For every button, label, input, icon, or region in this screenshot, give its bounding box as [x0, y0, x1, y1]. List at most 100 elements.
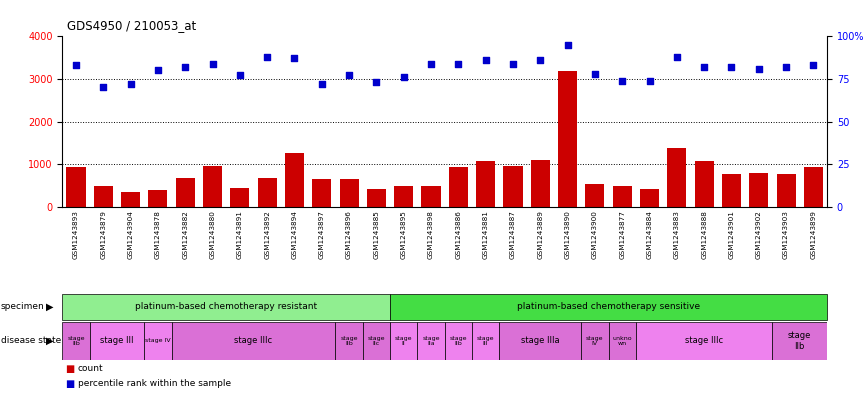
- Bar: [121, 192, 140, 207]
- Text: GSM1243891: GSM1243891: [237, 209, 242, 259]
- Text: count: count: [78, 364, 104, 373]
- Text: GSM1243884: GSM1243884: [647, 209, 652, 259]
- Bar: [335, 322, 363, 360]
- Text: ▶: ▶: [46, 336, 54, 346]
- Point: [370, 79, 384, 85]
- Text: stage
IV: stage IV: [586, 336, 604, 346]
- Point: [261, 53, 275, 60]
- Bar: [640, 189, 659, 207]
- Point: [178, 64, 192, 70]
- Bar: [722, 174, 741, 207]
- Point: [424, 61, 438, 67]
- Bar: [500, 322, 581, 360]
- Point: [615, 77, 629, 84]
- Bar: [62, 294, 390, 320]
- Text: GSM1243904: GSM1243904: [127, 209, 133, 259]
- Text: GSM1243878: GSM1243878: [155, 209, 161, 259]
- Bar: [171, 322, 335, 360]
- Text: GSM1243895: GSM1243895: [401, 209, 407, 259]
- Bar: [94, 186, 113, 207]
- Bar: [257, 178, 277, 207]
- Bar: [668, 148, 687, 207]
- Bar: [777, 174, 796, 207]
- Text: GSM1243887: GSM1243887: [510, 209, 516, 259]
- Text: stage III: stage III: [100, 336, 133, 345]
- Text: GSM1243880: GSM1243880: [210, 209, 216, 259]
- Text: GSM1243886: GSM1243886: [456, 209, 462, 259]
- Bar: [585, 184, 604, 207]
- Point: [670, 53, 684, 60]
- Text: GSM1243900: GSM1243900: [591, 209, 598, 259]
- Point: [151, 67, 165, 73]
- Text: unkno
wn: unkno wn: [612, 336, 632, 346]
- Point: [697, 64, 711, 70]
- Point: [588, 71, 602, 77]
- Bar: [609, 322, 636, 360]
- Bar: [313, 179, 332, 207]
- Bar: [62, 322, 90, 360]
- Text: stage IIIa: stage IIIa: [521, 336, 559, 345]
- Point: [205, 61, 219, 67]
- Point: [69, 62, 83, 68]
- Bar: [394, 186, 413, 207]
- Bar: [339, 179, 359, 207]
- Bar: [531, 160, 550, 207]
- Bar: [445, 322, 472, 360]
- Point: [451, 61, 465, 67]
- Text: stage
II: stage II: [395, 336, 412, 346]
- Text: stage
IIb: stage IIb: [68, 336, 85, 346]
- Text: stage IIIc: stage IIIc: [235, 336, 273, 345]
- Bar: [503, 166, 522, 207]
- Bar: [176, 178, 195, 207]
- Text: stage
IIc: stage IIc: [368, 336, 385, 346]
- Text: specimen: specimen: [1, 303, 45, 311]
- Bar: [636, 322, 772, 360]
- Bar: [230, 188, 249, 207]
- Point: [397, 74, 410, 80]
- Text: GSM1243877: GSM1243877: [619, 209, 625, 259]
- Point: [779, 64, 793, 70]
- Text: GSM1243879: GSM1243879: [100, 209, 107, 259]
- Text: disease state: disease state: [1, 336, 61, 345]
- Text: stage IV: stage IV: [145, 338, 171, 343]
- Point: [479, 57, 493, 63]
- Bar: [449, 167, 468, 207]
- Text: stage IIIc: stage IIIc: [685, 336, 723, 345]
- Point: [725, 64, 739, 70]
- Text: ■: ■: [65, 364, 74, 374]
- Point: [806, 62, 820, 68]
- Text: GSM1243888: GSM1243888: [701, 209, 708, 259]
- Text: ▶: ▶: [46, 302, 54, 312]
- Point: [643, 77, 656, 84]
- Point: [124, 81, 138, 87]
- Bar: [558, 71, 577, 207]
- Bar: [145, 322, 171, 360]
- Bar: [476, 161, 495, 207]
- Text: GSM1243893: GSM1243893: [73, 209, 79, 259]
- Text: GSM1243890: GSM1243890: [565, 209, 571, 259]
- Text: GSM1243894: GSM1243894: [292, 209, 298, 259]
- Text: GSM1243901: GSM1243901: [728, 209, 734, 259]
- Text: platinum-based chemotherapy resistant: platinum-based chemotherapy resistant: [135, 303, 317, 311]
- Text: GSM1243883: GSM1243883: [674, 209, 680, 259]
- Bar: [148, 191, 167, 207]
- Text: GSM1243898: GSM1243898: [428, 209, 434, 259]
- Bar: [581, 322, 609, 360]
- Point: [560, 42, 574, 48]
- Bar: [472, 322, 500, 360]
- Text: GSM1243897: GSM1243897: [319, 209, 325, 259]
- Text: ■: ■: [65, 378, 74, 389]
- Point: [752, 66, 766, 72]
- Point: [288, 55, 301, 62]
- Text: stage
IIb: stage IIb: [340, 336, 358, 346]
- Text: stage
III: stage III: [477, 336, 494, 346]
- Text: GSM1243889: GSM1243889: [537, 209, 543, 259]
- Text: GSM1243903: GSM1243903: [783, 209, 789, 259]
- Text: GSM1243899: GSM1243899: [811, 209, 817, 259]
- Point: [315, 81, 329, 87]
- Bar: [772, 322, 827, 360]
- Point: [506, 61, 520, 67]
- Text: GSM1243885: GSM1243885: [373, 209, 379, 259]
- Bar: [749, 173, 768, 207]
- Bar: [90, 322, 145, 360]
